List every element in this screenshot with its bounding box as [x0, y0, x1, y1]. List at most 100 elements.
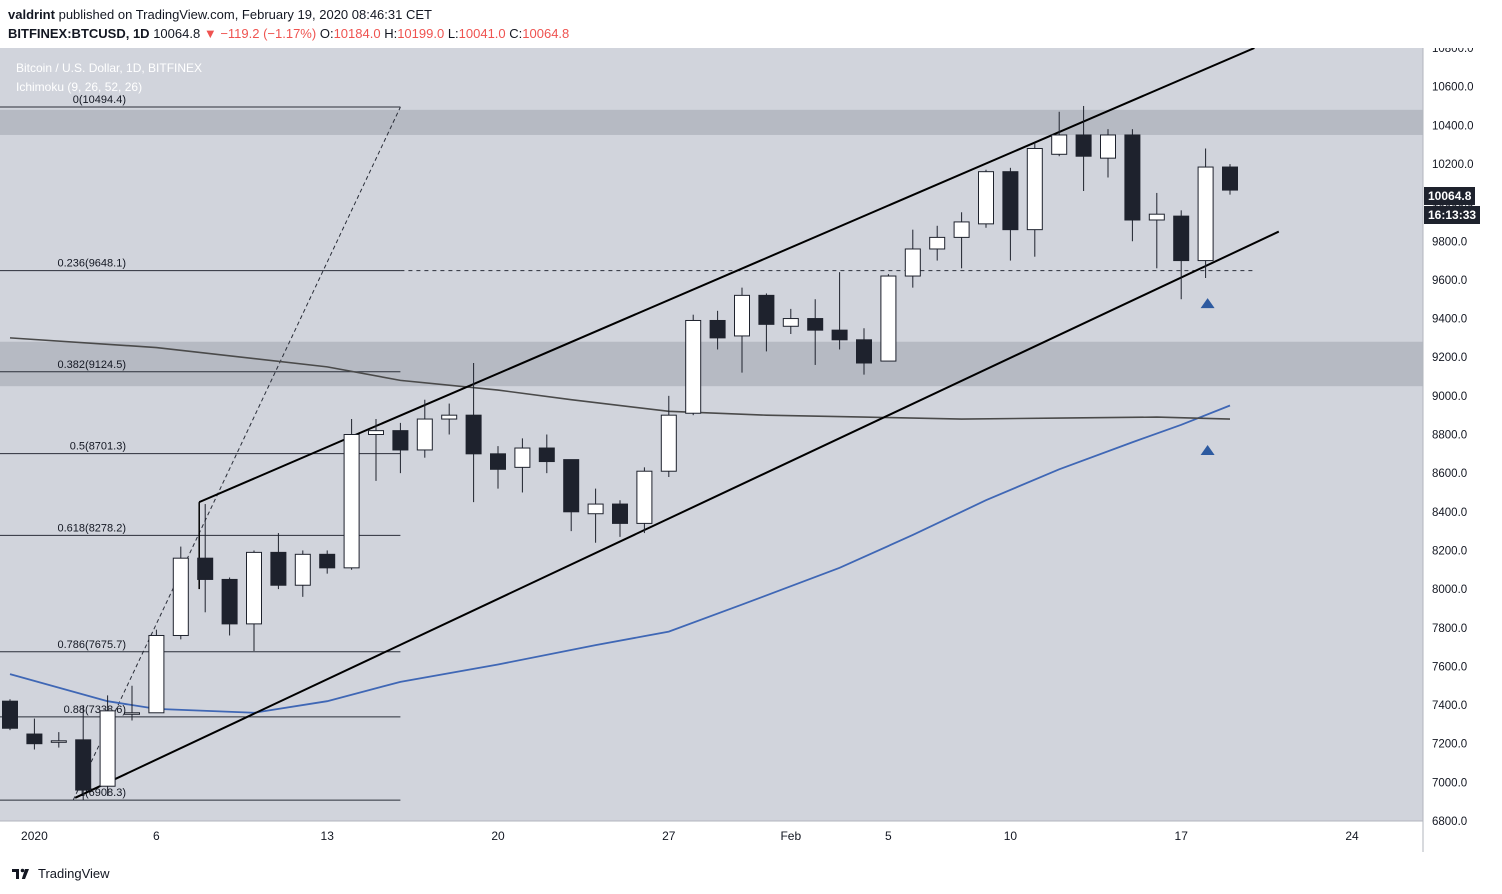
candle[interactable] [1148, 192, 1165, 269]
candle-body [148, 634, 165, 714]
candle[interactable] [246, 550, 262, 651]
candle[interactable] [1002, 167, 1019, 261]
candle[interactable] [831, 272, 848, 350]
candle[interactable] [538, 434, 555, 474]
candle[interactable] [758, 293, 775, 352]
price-axis-label: 6800.0 [1432, 816, 1467, 828]
candle[interactable] [1075, 105, 1092, 192]
candle[interactable] [343, 419, 360, 570]
candle-body [709, 319, 726, 339]
candle[interactable] [978, 169, 994, 228]
candle[interactable] [26, 718, 43, 750]
candle[interactable] [782, 308, 799, 335]
candle[interactable] [1051, 111, 1068, 157]
price-axis-label: 9800.0 [1432, 236, 1467, 248]
candle-body [416, 418, 433, 451]
candle[interactable] [368, 419, 384, 481]
candle[interactable] [709, 310, 726, 350]
candle[interactable] [490, 446, 506, 489]
candle[interactable] [465, 362, 482, 503]
candle[interactable] [953, 212, 970, 269]
candle-body [782, 318, 799, 327]
candle[interactable] [1222, 164, 1238, 195]
candle-body [270, 551, 287, 586]
blue-moving-average-line[interactable] [9, 404, 1231, 714]
candle-body [392, 430, 409, 451]
price-axis-label: 7600.0 [1432, 661, 1467, 673]
tradingview-logo[interactable]: TradingView [10, 865, 110, 881]
candle[interactable] [636, 467, 653, 534]
candle[interactable] [197, 504, 214, 613]
time-axis[interactable] [0, 821, 1423, 852]
candle[interactable] [612, 500, 628, 537]
candle[interactable] [441, 403, 458, 435]
candle-body [197, 557, 214, 580]
candle-body [953, 221, 970, 238]
candle[interactable] [99, 695, 116, 796]
candle-body [26, 733, 43, 745]
price-axis-label: 9600.0 [1432, 275, 1467, 287]
candle[interactable] [807, 299, 824, 365]
candle[interactable] [2, 699, 18, 731]
ohlc-info: BITFINEX:BTCUSD, 1D 10064.8 ▼ −119.2 (−1… [8, 26, 569, 41]
channel-upper-line[interactable] [198, 48, 1255, 504]
candle[interactable] [392, 422, 409, 474]
chart-header: valdrint published on TradingView.com, F… [0, 0, 1502, 48]
plot-area[interactable] [0, 48, 1423, 821]
time-axis-label: Feb [780, 829, 801, 843]
author-name[interactable]: valdrint [8, 7, 55, 22]
candle[interactable] [1100, 129, 1116, 178]
last-price-tag: 10064.8 [1424, 187, 1476, 205]
candle-body [99, 710, 116, 787]
fib-level-label: 0.786(7675.7) [58, 639, 127, 651]
candle-body [587, 503, 604, 515]
candle[interactable] [75, 705, 92, 801]
candle[interactable] [270, 533, 287, 590]
up-arrow-icon [1200, 298, 1215, 309]
candle[interactable] [1026, 142, 1043, 257]
candle[interactable] [148, 629, 165, 714]
fib-level-label: 0.88(7338.6) [64, 704, 126, 716]
candle[interactable] [563, 459, 580, 532]
time-axis-label: 2020 [21, 829, 48, 843]
candle[interactable] [734, 287, 750, 373]
price-axis-label: 7000.0 [1432, 777, 1467, 789]
candle[interactable] [514, 438, 531, 493]
fib-trend-line[interactable] [72, 106, 401, 801]
price-chart[interactable]: 0(10494.4) 0.236(9648.1) 0.382(9124.5) 0.5(… [0, 48, 1502, 852]
open-value: 10184.0 [333, 26, 381, 41]
high-label: H: [384, 26, 398, 41]
candle-body [172, 557, 189, 636]
candle[interactable] [172, 546, 189, 640]
candle[interactable] [1173, 210, 1190, 300]
time-axis-label: 17 [1175, 829, 1189, 843]
candle[interactable] [50, 732, 67, 748]
candle-body [929, 236, 946, 250]
symbol-label[interactable]: BITFINEX:BTCUSD, 1D [8, 26, 150, 41]
candle[interactable] [685, 314, 702, 416]
price-axis-label: 9000.0 [1432, 391, 1467, 403]
candle[interactable] [587, 488, 604, 543]
candle-body [490, 453, 506, 470]
candle[interactable] [904, 229, 921, 288]
channel-lower-line[interactable] [74, 230, 1280, 799]
candle-body [1002, 171, 1019, 231]
time-axis-label: 27 [662, 829, 676, 843]
candle[interactable] [929, 225, 946, 261]
candle[interactable] [856, 328, 872, 375]
candle[interactable] [1124, 129, 1141, 242]
candle[interactable] [319, 550, 336, 574]
candle[interactable] [880, 274, 897, 362]
candle-body [1075, 134, 1092, 157]
candle[interactable] [1197, 148, 1214, 278]
candle[interactable] [416, 399, 433, 458]
price-axis-label: 7800.0 [1432, 623, 1467, 635]
candle[interactable] [660, 395, 677, 478]
candle-body [75, 739, 92, 791]
candle[interactable] [124, 685, 140, 721]
price-axis[interactable] [1423, 48, 1502, 852]
candle-body [1124, 134, 1141, 221]
candle-body [1148, 213, 1165, 221]
candle[interactable] [221, 577, 238, 636]
candle[interactable] [294, 550, 311, 597]
